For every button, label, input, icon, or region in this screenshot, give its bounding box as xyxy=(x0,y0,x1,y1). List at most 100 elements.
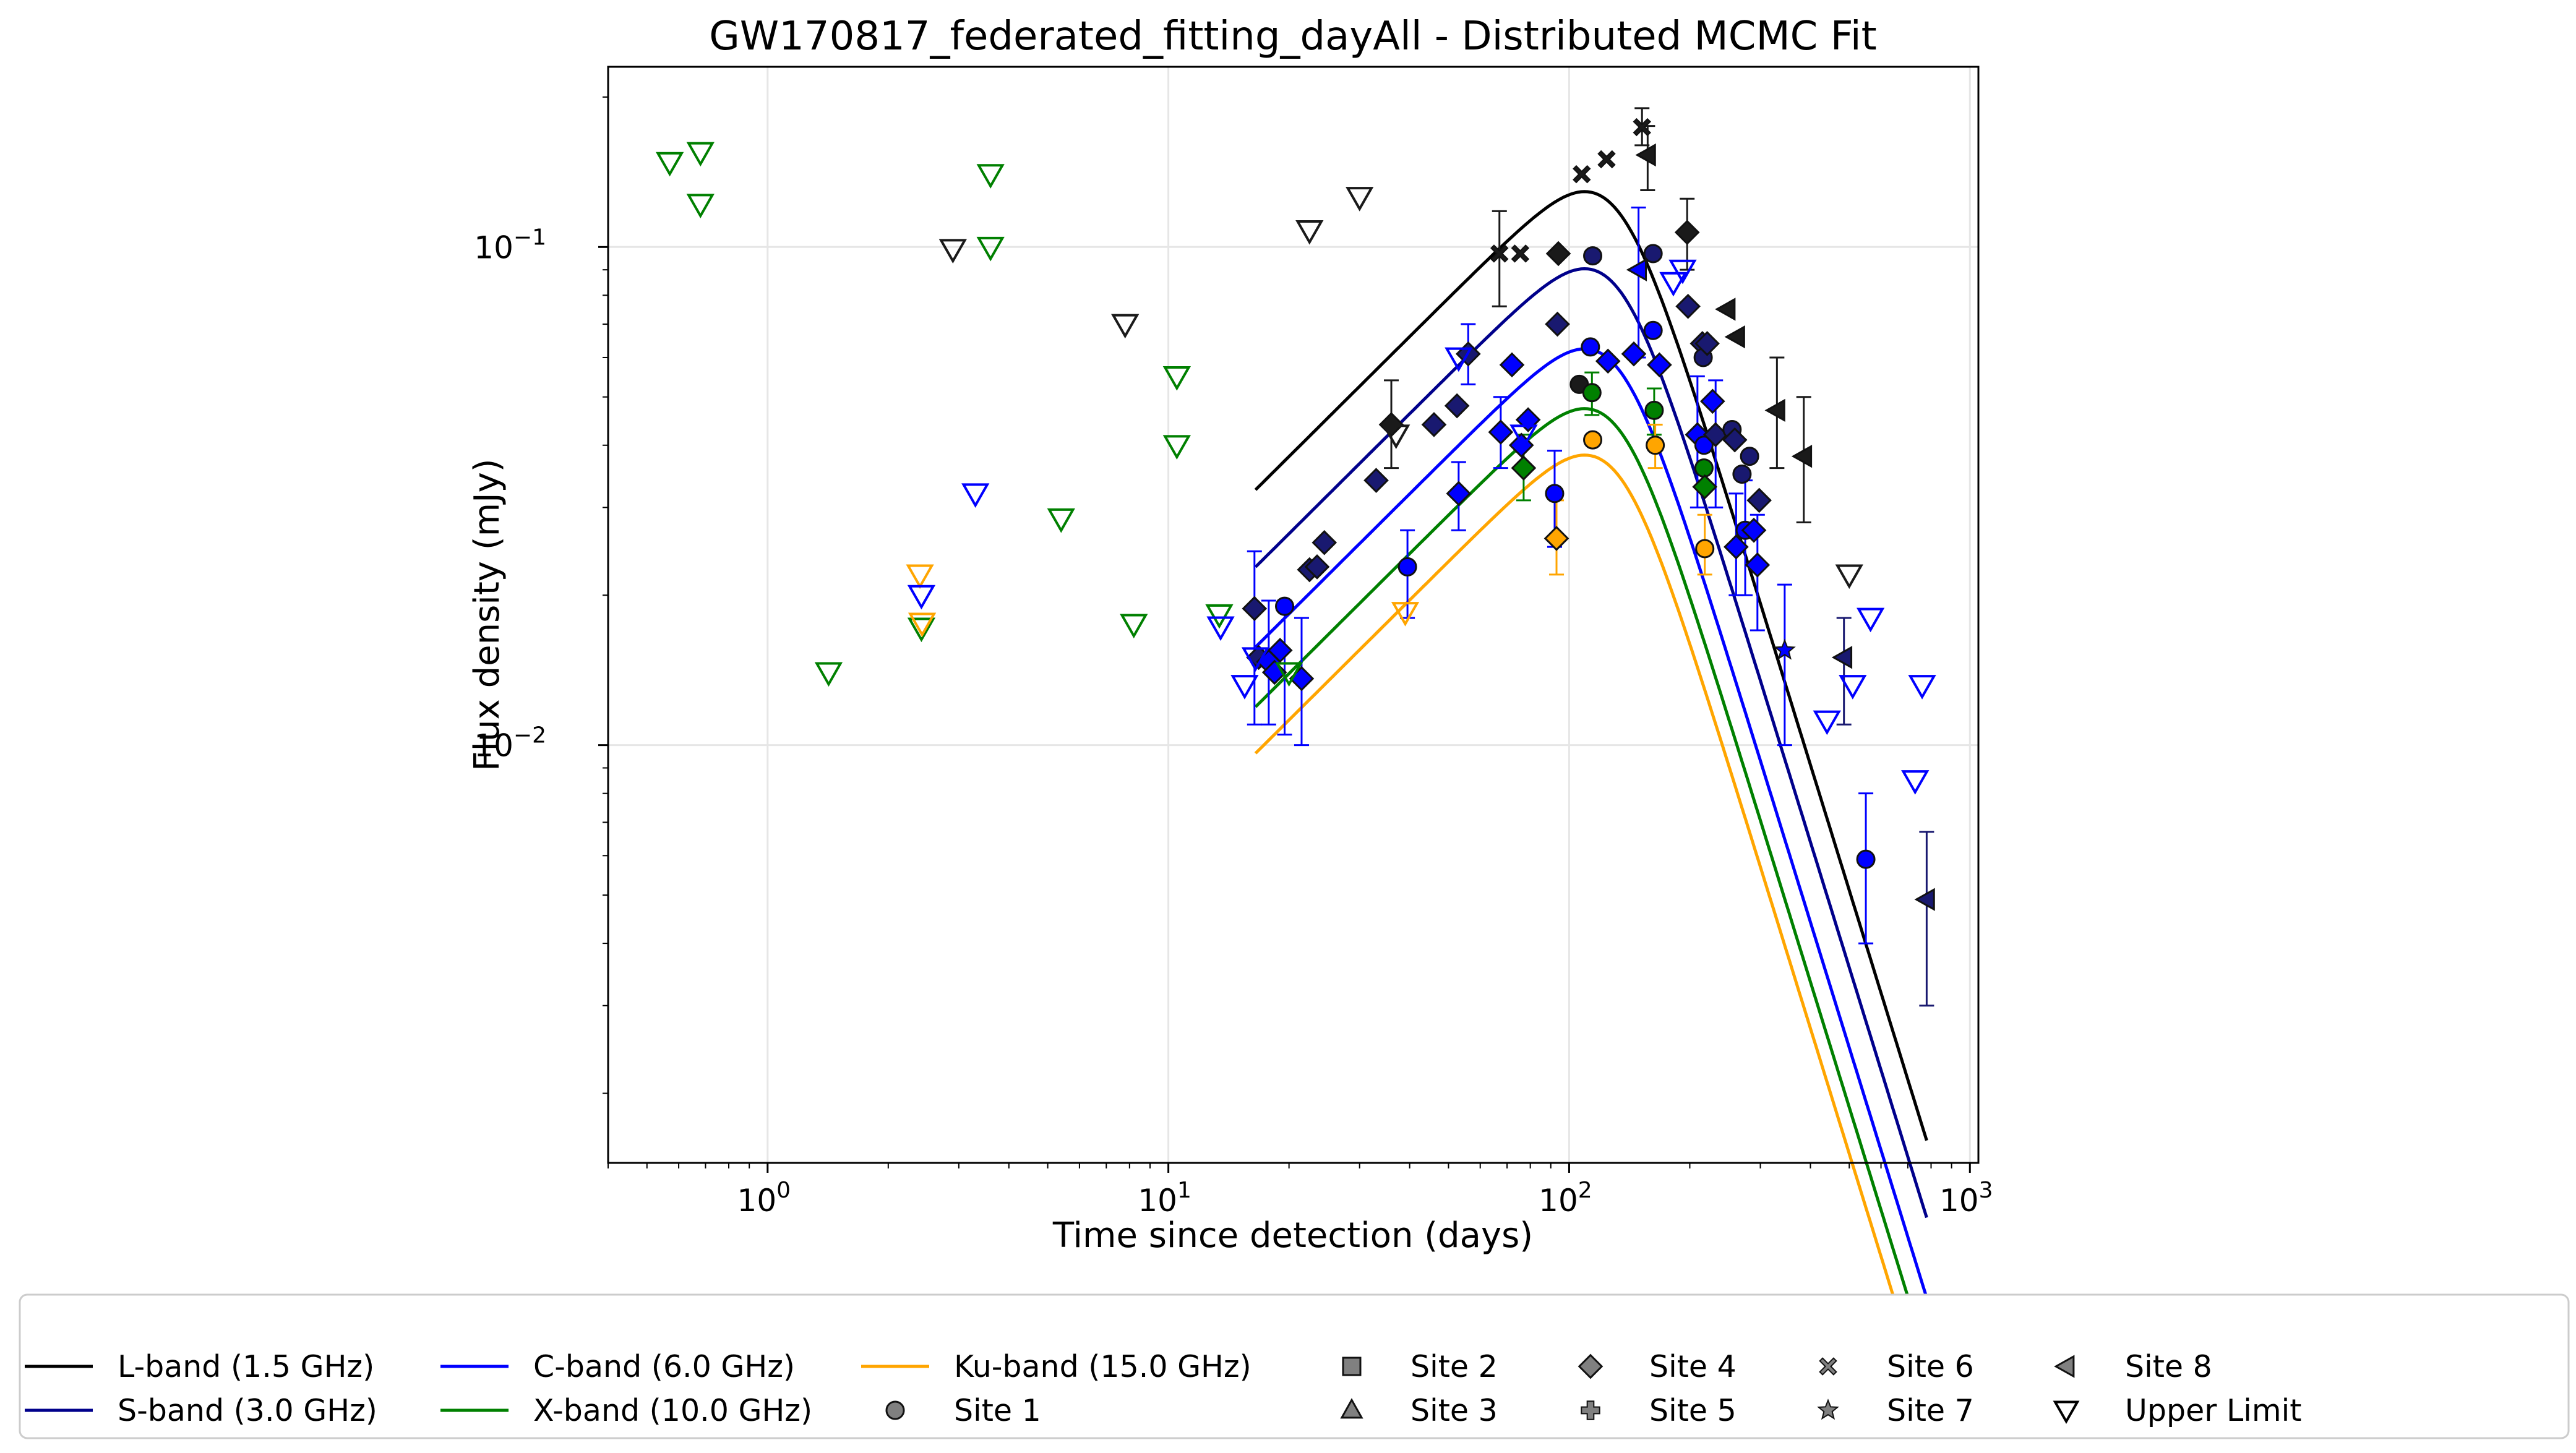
data-point xyxy=(1740,447,1759,466)
x-tick-label: 100 xyxy=(737,1178,791,1219)
data-point xyxy=(1583,430,1603,450)
upper-limit-marker xyxy=(1241,647,1270,672)
legend-marker xyxy=(1817,1399,1839,1420)
legend-label: Site 3 xyxy=(1410,1393,1498,1428)
data-point xyxy=(1724,534,1749,560)
upper-limit-marker xyxy=(908,612,937,638)
data-point xyxy=(1626,258,1647,281)
data-point xyxy=(1545,241,1571,267)
upper-limit-marker xyxy=(1813,710,1841,735)
data-point xyxy=(1831,646,1853,669)
legend-label: Site 2 xyxy=(1410,1349,1498,1384)
data-point xyxy=(1267,638,1293,663)
upper-limit-marker xyxy=(1908,675,1936,700)
upper-limit-marker xyxy=(1206,616,1235,641)
upper-limit-marker xyxy=(1839,675,1867,700)
data-point xyxy=(1674,220,1700,245)
data-point xyxy=(1694,458,1714,478)
data-point xyxy=(1675,293,1701,319)
data-point xyxy=(1643,244,1663,264)
legend-label: Site 4 xyxy=(1649,1349,1737,1384)
data-point xyxy=(1499,352,1525,378)
upper-limit-marker xyxy=(1509,424,1538,449)
data-point xyxy=(1646,435,1665,455)
data-point xyxy=(1545,311,1570,337)
legend-label: Site 7 xyxy=(1887,1393,1974,1428)
upper-limit-marker xyxy=(655,152,684,177)
data-point xyxy=(1643,320,1663,340)
data-point xyxy=(1446,481,1472,507)
upper-limit-marker xyxy=(1295,220,1324,245)
data-point xyxy=(1694,435,1714,455)
upper-limit-marker xyxy=(1835,564,1863,589)
upper-limits xyxy=(655,142,1936,795)
legend-marker xyxy=(1819,1357,1837,1376)
upper-limit-marker xyxy=(1274,662,1303,687)
data-point xyxy=(1914,888,1935,911)
data-point xyxy=(1635,143,1656,167)
x-tick-label: 101 xyxy=(1138,1178,1191,1219)
legend-marker xyxy=(1581,1400,1600,1420)
legend-label: Site 1 xyxy=(954,1393,1041,1428)
data-point xyxy=(1621,341,1647,367)
data-point xyxy=(1724,325,1745,349)
data-point xyxy=(1581,337,1600,357)
data-point xyxy=(1692,474,1718,500)
data-point xyxy=(1545,484,1565,504)
upper-limit-marker xyxy=(1162,435,1191,460)
data-point xyxy=(1515,407,1541,432)
legend-label: X-band (10.0 GHz) xyxy=(533,1393,812,1428)
legend-label: Site 5 xyxy=(1649,1393,1737,1428)
upper-limit-marker xyxy=(976,164,1005,189)
data-point xyxy=(1397,557,1417,576)
data-point xyxy=(1583,246,1603,266)
data-point xyxy=(1304,554,1330,580)
error-bars xyxy=(1247,107,1934,1007)
data-point xyxy=(1746,487,1772,513)
upper-limit-marker xyxy=(1856,607,1885,633)
data-point xyxy=(1582,383,1602,403)
upper-limit-marker xyxy=(1391,602,1420,627)
data-point xyxy=(1644,400,1664,420)
upper-limit-marker xyxy=(1230,675,1259,700)
data-point xyxy=(1488,419,1514,445)
model-curve xyxy=(1254,347,1928,1298)
y-tick-label: 10−1 xyxy=(474,225,546,265)
data-point xyxy=(1764,398,1785,422)
data-point xyxy=(1647,352,1672,378)
data-point xyxy=(1511,455,1537,481)
data-point xyxy=(1312,529,1337,555)
legend-label: C-band (6.0 GHz) xyxy=(533,1349,795,1384)
upper-limit-marker xyxy=(814,662,843,687)
legend-marker xyxy=(2053,1400,2080,1425)
x-axis-label: Time since detection (days) xyxy=(1052,1215,1533,1256)
model-curve xyxy=(1254,267,1928,1219)
x-tick-label: 103 xyxy=(1939,1178,1993,1219)
upper-limit-marker xyxy=(1668,259,1697,285)
legend-box xyxy=(19,1293,2570,1439)
data-point xyxy=(1722,427,1748,453)
legend-marker xyxy=(2054,1355,2075,1378)
upper-limit-marker xyxy=(1047,508,1075,533)
grid xyxy=(608,67,1978,1163)
upper-limit-marker xyxy=(1346,187,1374,212)
upper-limit-marker xyxy=(1205,604,1234,629)
data-point xyxy=(1694,331,1720,356)
model-curve xyxy=(1254,190,1928,1141)
data-point xyxy=(1791,445,1813,468)
upper-limit-marker xyxy=(1445,347,1473,372)
upper-limit-marker xyxy=(938,239,967,264)
legend-marker xyxy=(1342,1357,1362,1376)
data-point xyxy=(1741,517,1767,543)
data-point xyxy=(1421,412,1447,437)
data-point xyxy=(1773,638,1796,660)
upper-limit-marker xyxy=(1111,314,1140,339)
legend-marker xyxy=(885,1400,905,1420)
upper-limit-marker xyxy=(1659,272,1688,297)
legend-label: L-band (1.5 GHz) xyxy=(118,1349,374,1384)
upper-limit-marker xyxy=(1382,424,1410,449)
upper-limit-marker xyxy=(906,564,934,589)
chart-title: GW170817_federated_fitting_dayAll - Dist… xyxy=(709,14,1876,59)
data-point xyxy=(1633,118,1651,137)
